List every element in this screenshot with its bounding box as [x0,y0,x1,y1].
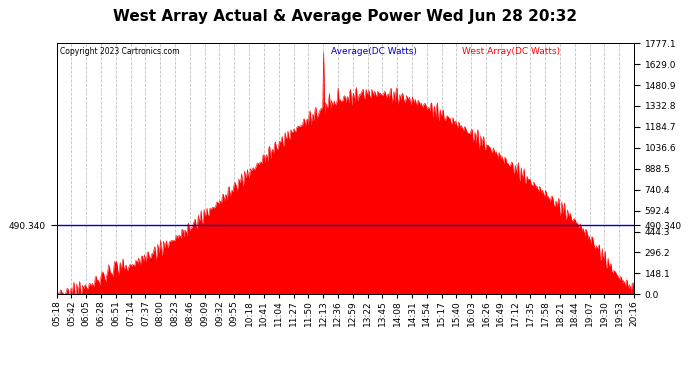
Text: Copyright 2023 Cartronics.com: Copyright 2023 Cartronics.com [60,47,179,56]
Text: West Array Actual & Average Power Wed Jun 28 20:32: West Array Actual & Average Power Wed Ju… [113,9,577,24]
Text: Average(DC Watts): Average(DC Watts) [331,47,417,56]
Text: West Array(DC Watts): West Array(DC Watts) [462,47,560,56]
